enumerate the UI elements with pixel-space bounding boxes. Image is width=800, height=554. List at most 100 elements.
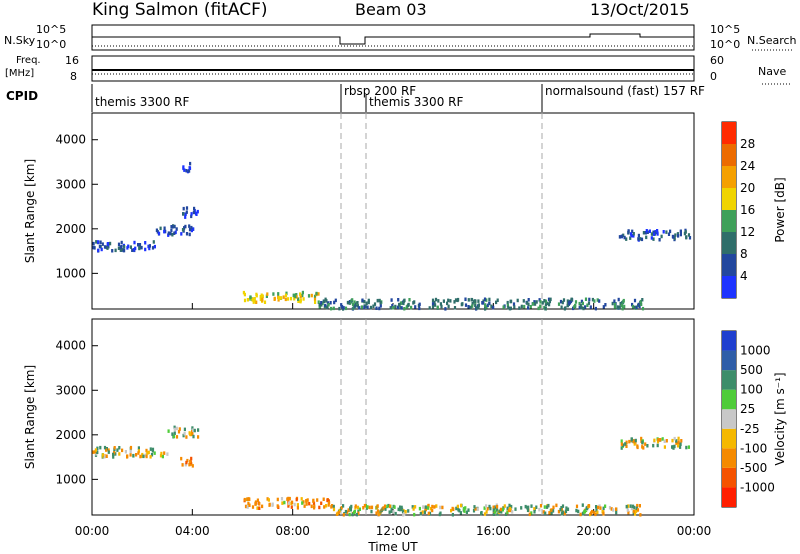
echo-p1-r4-193 [403, 512, 406, 516]
echo-p0-r6-48 [630, 233, 633, 238]
echo-p0-r6-51 [656, 229, 659, 233]
echo-p1-r4-21 [575, 508, 578, 513]
echo-p1-r3-65 [248, 503, 251, 507]
echo-p0-r2-9 [182, 212, 185, 216]
echo-p1-r4-218 [492, 508, 495, 512]
echo-p0-r4-9 [282, 295, 285, 299]
echo-p1-r4-132 [459, 511, 462, 515]
echo-p0-r5-234 [580, 305, 583, 310]
echo-p0-r5-158 [342, 306, 345, 310]
echo-p0-r5-116 [617, 297, 620, 302]
echo-p0-r5-183 [353, 300, 356, 304]
power-colorbar-swatch-5 [722, 166, 736, 188]
echo-p1-r4-185 [362, 506, 365, 510]
echo-p1-r5-42 [663, 445, 666, 449]
echo-p0-r5-114 [431, 298, 435, 303]
echo-p1-r4-137 [500, 510, 503, 514]
echo-p0-r5-146 [324, 303, 327, 308]
echo-p0-r5-90 [467, 305, 470, 309]
echo-p1-r4-23 [514, 507, 517, 511]
echo-p1-r0-45 [147, 450, 150, 455]
echo-p0-r5-221 [327, 303, 330, 307]
echo-p1-r3-29 [306, 498, 309, 502]
echo-p0-r5-127 [539, 304, 542, 308]
echo-p0-r5-173 [579, 303, 582, 308]
echo-p1-r4-240 [462, 506, 466, 511]
echo-p1-r4-55 [503, 504, 506, 508]
echo-p1-r0-39 [149, 447, 152, 451]
echo-p0-r1-7 [183, 226, 186, 230]
echo-p1-r2-7 [189, 459, 192, 464]
echo-p1-r2-0 [191, 464, 194, 468]
echo-p1-r1-24 [193, 428, 196, 433]
echo-p0-r5-164 [474, 303, 477, 308]
echo-p1-r0-38 [153, 451, 156, 455]
echo-p0-r3-7 [183, 168, 186, 172]
echo-p1-r4-224 [566, 507, 570, 511]
echo-p1-r4-31 [555, 503, 558, 508]
echo-p0-r5-274 [641, 306, 645, 311]
echo-p1-r4-186 [422, 505, 425, 509]
echo-p1-r0-20 [137, 449, 140, 453]
echo-p0-r4-15 [293, 297, 296, 301]
echo-p1-r4-108 [598, 504, 601, 508]
echo-p1-r0-64 [101, 453, 105, 457]
echo-p1-r5-57 [672, 446, 675, 450]
echo-p1-r3-8 [325, 504, 328, 508]
echo-p0-r0-39 [144, 241, 147, 245]
echo-p0-r2-14 [185, 206, 189, 210]
echo-p0-r5-105 [333, 300, 336, 305]
echo-p0-r5-156 [546, 301, 549, 306]
echo-p0-r5-44 [506, 303, 509, 308]
echo-p1-r4-183 [344, 509, 347, 514]
echo-p1-r5-25 [687, 445, 690, 449]
echo-p1-r0-11 [118, 446, 121, 450]
echo-p1-r0-62 [112, 452, 115, 457]
power-colorbar-tick-1: 8 [740, 247, 748, 261]
echo-p0-r5-32 [434, 303, 437, 307]
echo-p1-r4-169 [350, 504, 353, 509]
echo-p1-r4-14 [608, 506, 612, 510]
echo-p1-r4-83 [577, 509, 580, 514]
echo-p1-r0-59 [160, 451, 163, 456]
echo-p0-r5-62 [412, 301, 415, 305]
echo-p0-r5-21 [593, 299, 596, 303]
echo-p1-r1-14 [189, 432, 192, 436]
echo-p0-r5-129 [351, 302, 355, 306]
echo-p1-r0-63 [103, 445, 107, 450]
nsky-label: N.Sky [4, 34, 36, 47]
cpid-segment-1: rbsp 200 RF [344, 84, 416, 98]
echo-p1-r5-18 [644, 442, 647, 446]
echo-p0-r6-39 [685, 235, 688, 239]
echo-p1-r2-9 [180, 456, 183, 461]
echo-p1-r4-162 [560, 508, 563, 512]
velocity-colorbar-tick-7: -1000 [740, 480, 775, 494]
echo-p1-r4-168 [565, 506, 568, 510]
echo-p1-r5-37 [625, 440, 628, 445]
echo-p1-r3-12 [246, 497, 249, 501]
echo-p1-r4-248 [602, 512, 605, 516]
x-tick-label-4: 16:00 [476, 524, 511, 538]
echo-p0-r5-89 [586, 303, 589, 307]
echo-p0-r4-2 [285, 291, 288, 296]
echo-p0-r5-247 [488, 301, 491, 305]
echo-p1-r4-173 [631, 504, 635, 509]
echo-p0-r5-226 [531, 302, 534, 306]
echo-p0-r5-260 [513, 305, 516, 309]
echo-p0-r5-203 [544, 307, 547, 311]
echo-p0-r6-34 [669, 229, 672, 234]
echo-p1-r4-191 [501, 508, 504, 512]
echo-p0-r3-3 [188, 169, 191, 173]
echo-p1-r3-62 [303, 504, 306, 508]
echo-p0-r5-130 [637, 302, 640, 307]
echo-p0-r6-35 [658, 238, 661, 242]
velocity-colorbar-tick-1: 500 [740, 363, 763, 377]
echo-p1-r3-60 [246, 505, 249, 509]
echo-p0-r5-65 [495, 300, 498, 305]
echo-p1-r3-2 [320, 501, 323, 505]
echo-p1-r4-201 [397, 507, 400, 512]
echo-p1-r4-119 [552, 509, 555, 513]
echo-p1-r4-221 [493, 510, 497, 514]
echo-p0-r4-58 [299, 298, 302, 302]
x-tick-label-2: 08:00 [275, 524, 310, 538]
